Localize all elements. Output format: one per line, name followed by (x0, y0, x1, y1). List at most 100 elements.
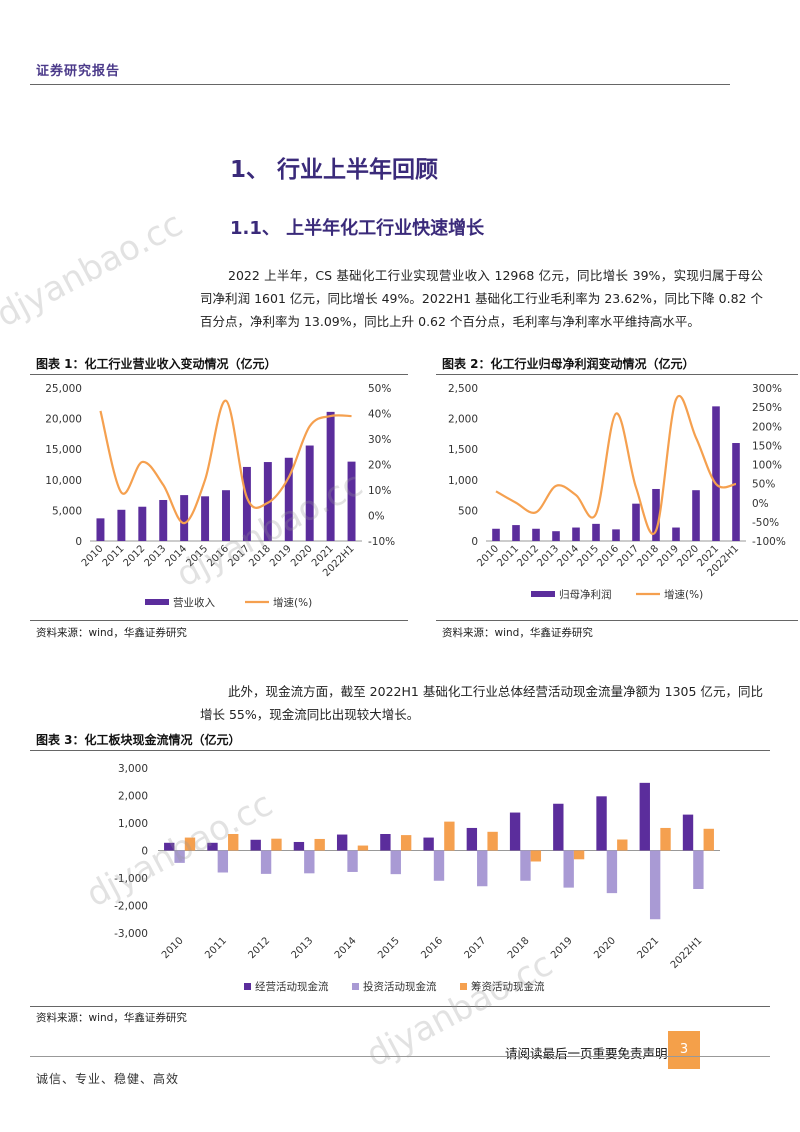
bar (612, 529, 620, 541)
legend-swatch (460, 983, 467, 990)
bar (703, 828, 714, 851)
y-tick-left: 0 (75, 536, 82, 548)
bar (96, 518, 105, 541)
bar (672, 527, 680, 541)
y-tick-right: 30% (368, 434, 391, 446)
legend-label: 投资活动现金流 (363, 980, 437, 993)
bar (509, 812, 521, 851)
report-header-title: 证券研究报告 (36, 64, 121, 79)
bar (520, 850, 531, 881)
x-tick-label: 2013 (535, 543, 561, 569)
y-tick-left: 500 (458, 505, 478, 517)
x-tick-label: 2013 (143, 543, 169, 569)
bar (682, 814, 694, 851)
bar (159, 499, 168, 541)
bar (242, 466, 251, 541)
bar (596, 796, 607, 851)
y-tick-right: 20% (368, 460, 391, 472)
bar (347, 850, 358, 872)
legend-label: 筹资活动现金流 (471, 980, 545, 993)
bar (512, 525, 520, 541)
bar (260, 850, 272, 874)
y-tick-left: 2,000 (448, 414, 478, 426)
y-tick-right: -10% (368, 536, 395, 548)
legend-swatch-bars (145, 599, 169, 605)
figure-3-bottom-rule (30, 1006, 770, 1007)
bar (228, 834, 239, 851)
x-tick-label: 2010 (80, 543, 106, 569)
bar (732, 443, 740, 541)
bar (293, 841, 305, 851)
figure-2-rule (436, 374, 798, 375)
x-tick-label: 2014 (333, 935, 359, 961)
legend-swatch (244, 983, 251, 990)
figure-2-caption: 图表 2：化工行业归母净利润变动情况（亿元） (442, 357, 695, 371)
x-tick-label: 2014 (555, 543, 581, 569)
y-tick: 2,000 (118, 791, 148, 803)
bar (572, 527, 580, 541)
bar (164, 842, 175, 851)
bar (357, 845, 369, 851)
bar (660, 827, 671, 851)
x-tick-label: 2020 (289, 543, 315, 569)
bar (444, 821, 455, 851)
bar (250, 839, 261, 851)
bar (563, 850, 574, 888)
legend-label-bars: 归母净利润 (559, 588, 612, 601)
y-tick: -1,000 (114, 873, 148, 885)
bar (532, 528, 540, 541)
bar (180, 495, 189, 541)
x-tick-label: 2021 (635, 935, 661, 961)
section-heading: 1、 行业上半年回顾 (230, 157, 439, 183)
y-tick-left: 20,000 (45, 414, 82, 426)
y-tick-right: 300% (752, 383, 782, 395)
bar (117, 509, 126, 541)
x-tick-label: 2012 (122, 543, 148, 569)
page-number: 3 (668, 1031, 700, 1069)
figure-1-caption: 图表 1：化工行业营业收入变动情况（亿元） (36, 357, 277, 371)
y-tick: -3,000 (114, 928, 148, 940)
y-tick-right: -50% (752, 517, 779, 529)
x-tick-label: 2015 (376, 935, 402, 961)
header-divider (30, 84, 730, 85)
x-tick-label: 2010 (475, 543, 501, 569)
x-tick-label: 2017 (463, 935, 489, 961)
x-tick-label: 2020 (675, 543, 701, 569)
bar (390, 850, 401, 875)
figure-3-source: 资料来源：wind，华鑫证券研究 (36, 1012, 187, 1024)
y-tick-left: 1,000 (448, 475, 478, 487)
bar (336, 834, 348, 851)
y-tick-right: 250% (752, 402, 782, 414)
y-tick-right: 100% (752, 460, 782, 472)
y-tick-right: -100% (752, 536, 786, 548)
x-tick-label: 2019 (549, 935, 575, 961)
body-paragraph-1: 2022 上半年，CS 基础化工行业实现营业收入 12968 亿元，同比增长 3… (200, 268, 763, 329)
bar (487, 831, 498, 851)
bar (652, 488, 660, 541)
figure-2-source: 资料来源：wind，华鑫证券研究 (442, 627, 593, 639)
legend-label-line: 增速(%) (664, 588, 703, 601)
legend-label: 经营活动现金流 (255, 980, 329, 993)
bar (606, 850, 618, 894)
disclaimer-note: 请阅读最后一页重要免责声明 (505, 1046, 668, 1061)
bar (433, 850, 445, 881)
bar (617, 839, 628, 851)
x-tick-label: 2018 (635, 543, 661, 569)
y-tick-left: 25,000 (45, 383, 82, 395)
watermark-1: djyanbao.cc (0, 204, 190, 336)
y-tick-left: 2,500 (448, 383, 478, 395)
bar (639, 782, 650, 851)
bar (592, 523, 600, 541)
bar (217, 850, 229, 873)
figure-1-rule (30, 374, 408, 375)
x-tick-label: 2011 (495, 543, 521, 569)
revenue-chart: 0 5,000 10,000 15,000 20,000 25,000 -10% 0% 10% 2… (45, 383, 395, 609)
cash-flow-chart: -3,000 -2,000 -1,000 0 1,000 2,000 3,000 2010 20… (114, 763, 720, 993)
figure-3-rule (30, 750, 770, 751)
x-tick-label: 2012 (515, 543, 541, 569)
bar (492, 528, 500, 541)
bar (201, 496, 210, 541)
bar (553, 803, 564, 851)
y-tick-right: 40% (368, 409, 391, 421)
bar (304, 850, 315, 874)
